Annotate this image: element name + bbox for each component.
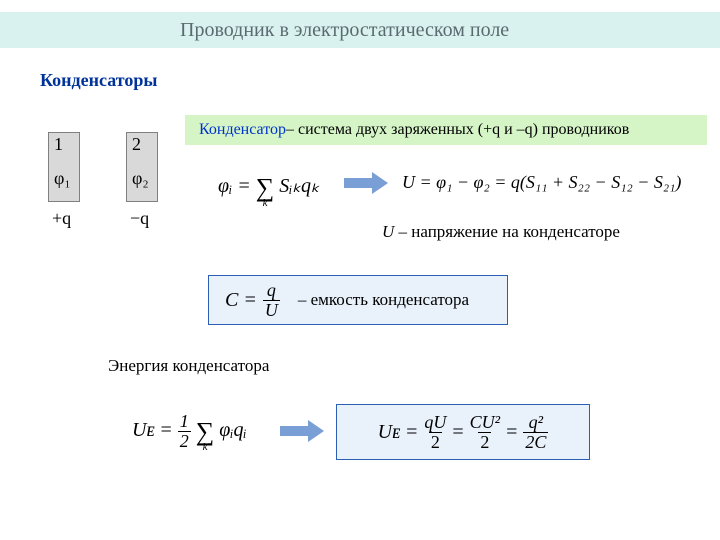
capacitance-lhs: C = — [225, 289, 257, 312]
conductor-box-2 — [126, 132, 158, 202]
equals-1: = — [452, 421, 463, 444]
conductor-1-charge: +q — [52, 208, 71, 229]
energy-title: Энергия конденсатора — [108, 356, 269, 376]
conductor-1-number: 1 — [54, 134, 63, 155]
u-label-dash: – напряжение на конденсаторе — [399, 222, 620, 241]
u-label-var: U — [382, 222, 394, 241]
page-title-band: Проводник в электростатическом поле — [0, 12, 720, 48]
energy-left-formula: Uᴇ = 1 2 ∑ k φᵢqᵢ — [132, 410, 247, 453]
arrow-icon — [344, 172, 388, 194]
conductor-2-number: 2 — [132, 134, 141, 155]
definition-rest: – система двух заряженных (+q и –q) пров… — [286, 121, 629, 139]
page-title: Проводник в электростатическом поле — [180, 19, 509, 42]
conductor-1-phi: φ₁ — [54, 168, 71, 189]
energy-right-f3: q² 2C — [523, 413, 548, 452]
energy-right-lhs: Uᴇ = — [378, 421, 419, 444]
capacitance-label: – емкость конденсатора — [298, 290, 469, 310]
phi-sum-lower: k — [263, 199, 268, 209]
section-subtitle: Конденсаторы — [40, 70, 157, 91]
definition-band: Конденсатор – система двух заряженных (+… — [185, 115, 707, 145]
energy-right-box: Uᴇ = qU 2 = CU² 2 = q² 2C — [336, 404, 590, 460]
energy-right-f1: qU 2 — [424, 413, 446, 452]
conductor-2-phi: φ₂ — [132, 168, 149, 189]
energy-right-f2: CU² 2 — [470, 413, 500, 452]
energy-left-half: 1 2 — [178, 412, 191, 451]
phi-formula: φᵢ = ∑ k Sᵢₖqₖ — [218, 166, 319, 209]
definition-term: Конденсатор — [199, 121, 286, 139]
arrow-icon — [280, 420, 324, 442]
u-formula: U = φ₁ − φ₂ = q(S₁₁ + S₂₂ − S₁₂ − S₂₁) — [402, 172, 681, 193]
sum-operator-icon: ∑ k — [256, 166, 275, 209]
conductor-box-1 — [48, 132, 80, 202]
u-label: U – напряжение на конденсаторе — [382, 222, 620, 242]
energy-left-sum-body: φᵢqᵢ — [219, 419, 246, 441]
energy-left-sum-lower: k — [203, 443, 208, 453]
capacitance-fraction: q U — [263, 281, 280, 320]
phi-lhs: φᵢ = — [218, 175, 251, 197]
sum-operator-icon: ∑ k — [196, 410, 215, 453]
energy-left-lhs: Uᴇ = — [132, 419, 173, 441]
capacitance-box: C = q U – емкость конденсатора — [208, 275, 508, 325]
equals-2: = — [506, 421, 517, 444]
conductor-2-charge: −q — [130, 208, 149, 229]
phi-sum-body: Sᵢₖqₖ — [279, 175, 319, 197]
